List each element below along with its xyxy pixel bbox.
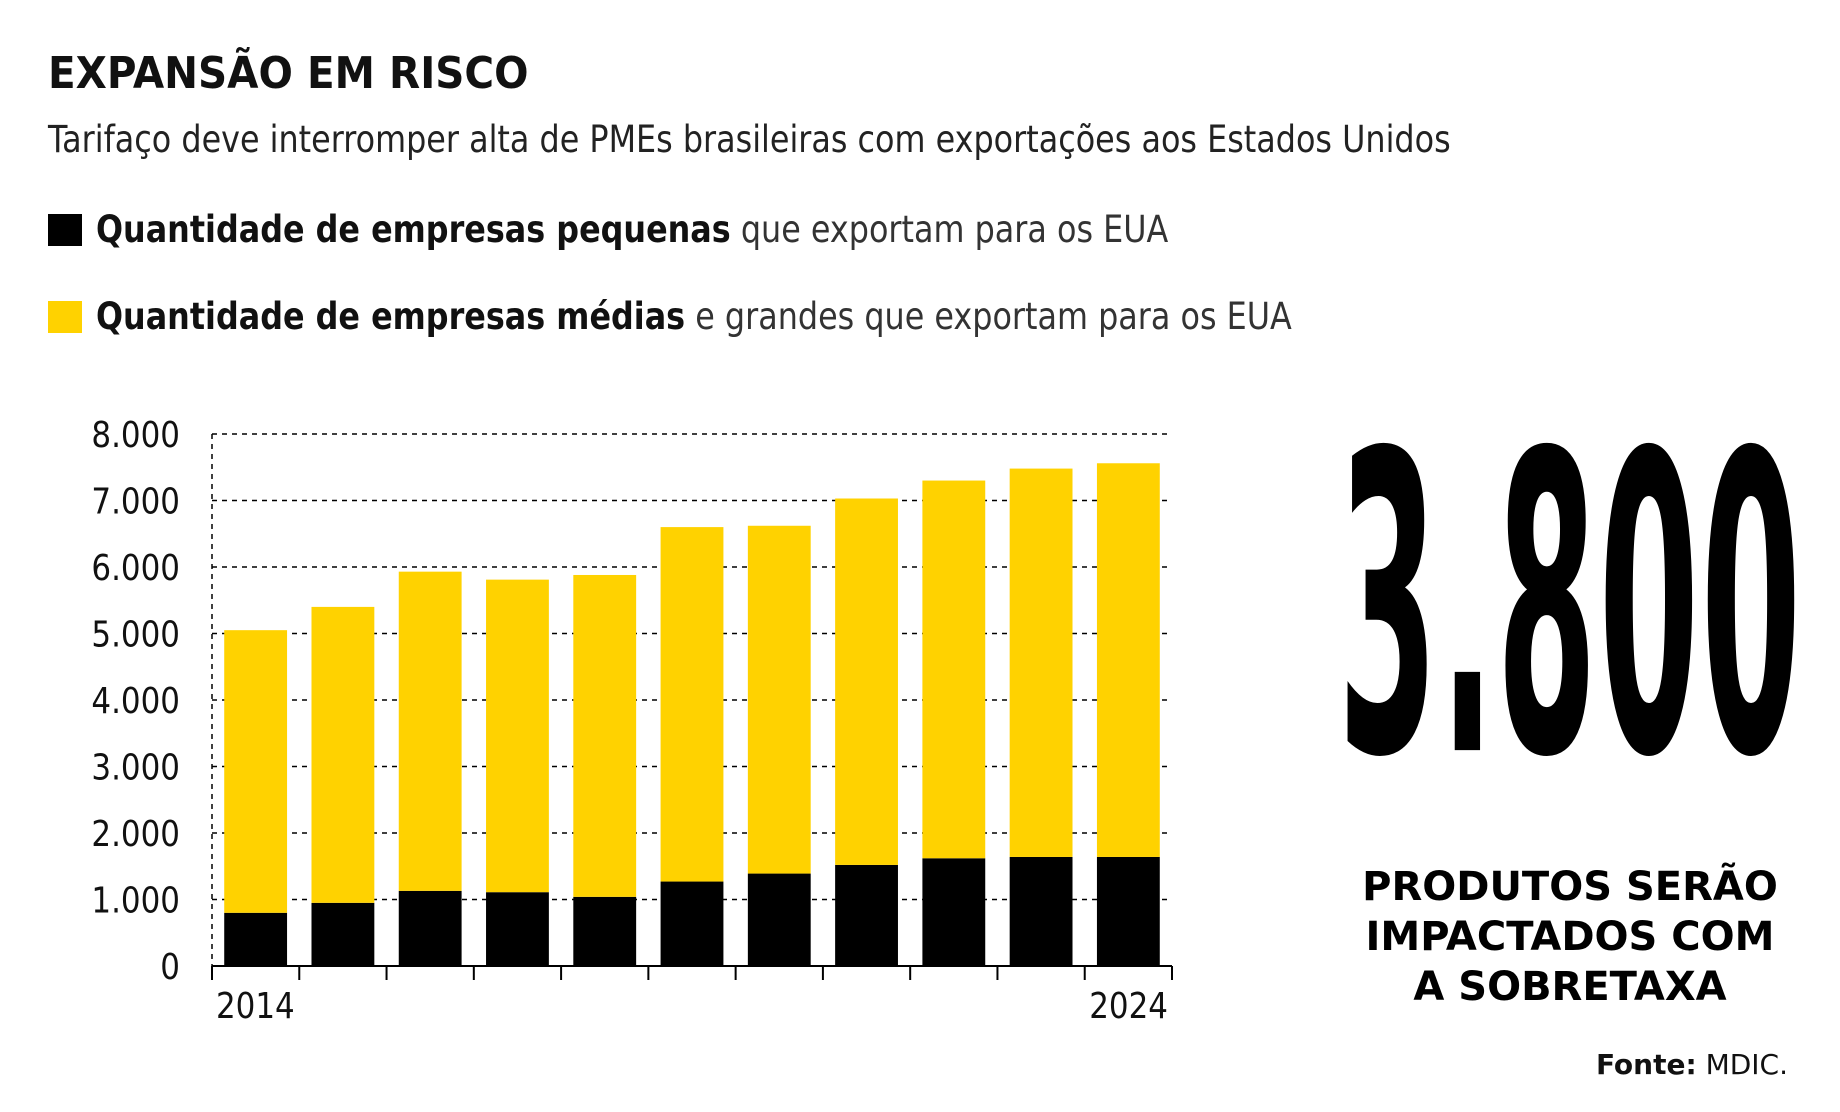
- bar-small-companies: [486, 892, 549, 966]
- legend-text: Quantidade de empresas médias e grandes …: [96, 295, 1292, 338]
- bar-small-companies: [1009, 856, 1073, 966]
- y-tick-label: 6.000: [91, 547, 180, 589]
- y-tick-label: 2.000: [91, 813, 180, 855]
- bar-small-companies: [311, 902, 375, 966]
- x-tick-label: 2014: [216, 985, 295, 1027]
- highlight-number: 3.800: [1335, 388, 1805, 828]
- bar-medium-companies: [311, 606, 375, 903]
- bar-small-companies: [922, 858, 986, 966]
- y-tick-label: 8.000: [91, 414, 180, 456]
- bar-small-companies: [1096, 856, 1160, 966]
- chart-subtitle: Tarifaço deve interromper alta de PMEs b…: [48, 118, 1451, 161]
- x-tick-label: 2024: [1089, 985, 1168, 1027]
- bar-small-companies: [224, 912, 288, 966]
- bar-small-companies: [747, 873, 811, 966]
- legend-item-medium-companies: Quantidade de empresas médias e grandes …: [48, 295, 1486, 338]
- source-label: Fonte:: [1595, 1048, 1697, 1081]
- bar-medium-companies: [486, 579, 549, 893]
- bar-small-companies: [835, 864, 898, 966]
- bar-medium-companies: [747, 525, 811, 874]
- bar-small-companies: [573, 896, 637, 966]
- y-tick-label: 0: [160, 946, 180, 988]
- chart-title: EXPANSÃO EM RISCO: [48, 48, 529, 99]
- legend-bold-text: Quantidade de empresas pequenas: [96, 208, 731, 251]
- caption-line: PRODUTOS SERÃO: [1362, 864, 1778, 910]
- legend-rest-text: que exportam para os EUA: [730, 208, 1169, 251]
- bar-medium-companies: [660, 527, 724, 882]
- legend-bold-text: Quantidade de empresas médias: [96, 295, 686, 338]
- legend-item-small-companies: Quantidade de empresas pequenas que expo…: [48, 208, 1343, 251]
- legend-swatch-black: [48, 213, 82, 246]
- bar-medium-companies: [1009, 468, 1073, 857]
- y-tick-label: 5.000: [91, 613, 180, 655]
- y-tick-label: 3.000: [91, 746, 180, 788]
- legend-rest-text: e grandes que exportam para os EUA: [685, 295, 1292, 338]
- bar-medium-companies: [1096, 463, 1160, 857]
- source-note: Fonte: MDIC.: [1596, 1048, 1788, 1081]
- bar-medium-companies: [224, 630, 288, 913]
- y-tick-label: 4.000: [91, 680, 180, 722]
- caption-line: A SOBRETAXA: [1413, 964, 1727, 1010]
- bar-medium-companies: [573, 574, 637, 897]
- bar-small-companies: [660, 881, 724, 966]
- bar-medium-companies: [835, 498, 898, 865]
- caption-line: IMPACTADOS COM: [1365, 914, 1775, 960]
- legend-swatch-yellow: [48, 300, 82, 333]
- source-value: MDIC.: [1696, 1048, 1788, 1081]
- highlight-number-text: 3.800: [1337, 366, 1803, 849]
- y-tick-label: 7.000: [91, 480, 180, 522]
- y-tick-label: 1.000: [91, 879, 180, 921]
- bar-small-companies: [398, 890, 462, 966]
- bar-medium-companies: [922, 480, 986, 859]
- legend-text: Quantidade de empresas pequenas que expo…: [96, 208, 1168, 251]
- highlight-caption: PRODUTOS SERÃO IMPACTADOS COM A SOBRETAX…: [1350, 862, 1790, 1012]
- stacked-bar-chart: 0 1.000 2.000 3.000 4.000 5.000 6.000 7.000 8.00…: [91, 414, 1173, 1027]
- bar-medium-companies: [398, 571, 462, 891]
